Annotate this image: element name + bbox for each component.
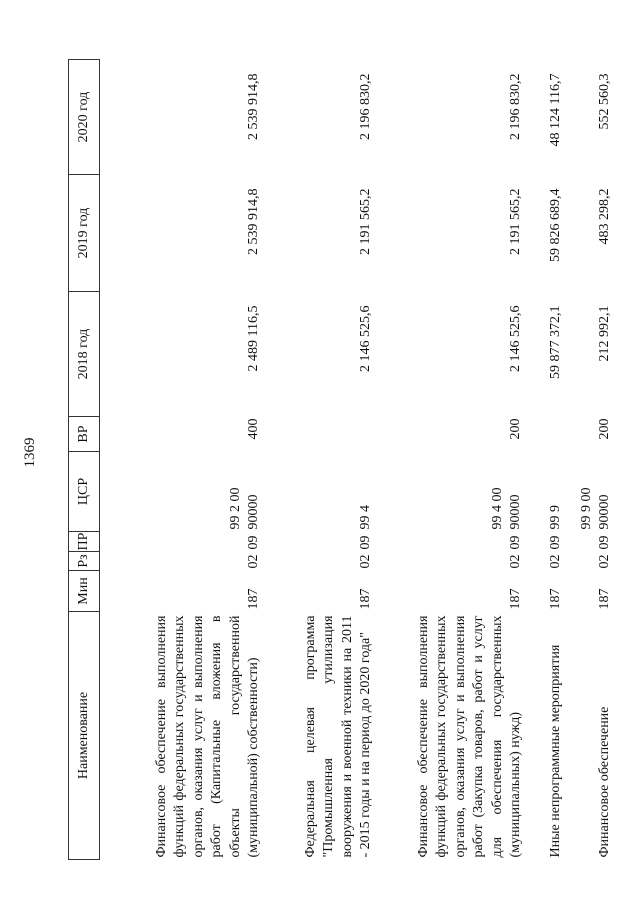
row-2019: 2 191 565,2 — [508, 188, 523, 256]
row-rz: 02 — [358, 554, 373, 569]
row-2020: 2 196 830,2 — [508, 73, 523, 141]
row-2018: 2 489 116,5 — [246, 305, 261, 372]
header-2019: 2019 год — [68, 174, 100, 292]
row-vr — [264, 417, 376, 452]
table-header-row: Наименование Мин Рз ПР ЦСР ВР 2018 год 2… — [68, 59, 100, 860]
row-rz: 02 — [548, 554, 563, 569]
row-2019: 483 298,2 — [597, 188, 612, 245]
row-pr: 09 — [246, 535, 261, 550]
row-2020: 48 124 116,7 — [548, 73, 563, 147]
row-min: 187 — [548, 588, 563, 610]
row-min: 187 — [508, 588, 523, 610]
row-name: Финансовое обеспечение — [597, 706, 612, 858]
row-2020: 552 560,3 — [597, 73, 612, 130]
row-2020: 2 539 914,8 — [246, 73, 261, 141]
table-row: Финансовое обеспечение 187 02 09 99 9 00 900… — [566, 60, 615, 860]
row-2019: 2 191 565,2 — [358, 188, 373, 256]
row-pr: 09 — [508, 535, 523, 550]
row-vr: 200 — [597, 418, 612, 440]
header-rz: Рз — [68, 551, 100, 571]
row-name: Финансовое обеспечение выполнения функци… — [415, 615, 524, 858]
row-2018: 212 992,1 — [597, 305, 612, 362]
row-rz: 02 — [597, 554, 612, 569]
header-2020: 2020 год — [68, 59, 100, 175]
row-csr: 99 2 00 90000 — [227, 487, 262, 530]
row-pr: 09 — [597, 535, 612, 550]
row-2019: 2 539 914,8 — [246, 188, 261, 256]
row-csr: 99 9 — [548, 505, 563, 530]
row-vr: 200 — [508, 418, 523, 440]
table-row: Финансовое обеспечение выполнения функци… — [100, 60, 264, 860]
row-2020: 2 196 830,2 — [358, 73, 373, 141]
row-name: Федеральная целевая программа "Промышлен… — [302, 615, 374, 858]
header-pr: ПР — [68, 531, 100, 552]
row-name: Иные непрограммные мероприятия — [548, 644, 563, 858]
table-row: Иные непрограммные мероприятия 187 02 09 99 … — [526, 60, 566, 860]
row-pr: 09 — [358, 535, 373, 550]
row-vr — [526, 417, 566, 452]
row-vr: 400 — [246, 418, 261, 440]
row-2018: 2 146 525,6 — [358, 305, 373, 373]
header-csr: ЦСР — [68, 451, 100, 532]
row-name: Финансовое обеспечение выполнения функци… — [153, 615, 262, 858]
row-rz: 02 — [508, 554, 523, 569]
row-2018: 2 146 525,6 — [508, 305, 523, 373]
header-name: Наименование — [68, 611, 100, 860]
row-csr: 99 4 — [358, 505, 373, 530]
row-csr: 99 4 00 90000 — [489, 487, 524, 530]
header-vr: ВР — [68, 416, 100, 452]
row-min: 187 — [597, 588, 612, 610]
row-2019: 59 826 689,4 — [548, 188, 563, 263]
row-rz: 02 — [246, 554, 261, 569]
row-2018: 59 877 372,1 — [548, 305, 563, 380]
table-row: Федеральная целевая программа "Промышлен… — [264, 60, 376, 860]
row-pr: 09 — [548, 535, 563, 550]
budget-table: Наименование Мин Рз ПР ЦСР ВР 2018 год 2… — [68, 59, 615, 860]
page-number: 1369 — [22, 437, 38, 468]
header-2018: 2018 год — [68, 291, 100, 417]
row-min: 187 — [246, 588, 261, 610]
row-min: 187 — [358, 588, 373, 610]
table-row: Финансовое обеспечение выполнения функци… — [376, 60, 526, 860]
header-min: Мин — [68, 570, 100, 612]
row-csr: 99 9 00 90000 — [578, 487, 613, 530]
